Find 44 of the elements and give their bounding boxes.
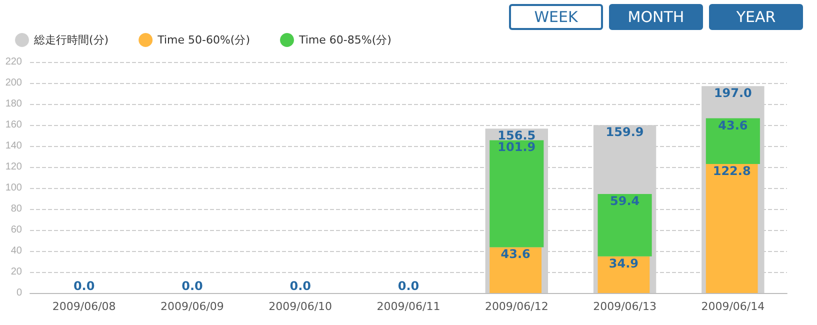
y-tick-label: 100: [5, 182, 22, 194]
data-label: 34.9: [608, 256, 639, 270]
y-tick-label: 80: [10, 204, 22, 214]
y-tick-label: 220: [5, 56, 22, 68]
text: YEAR: [709, 4, 803, 30]
data-label: 0.0: [290, 279, 311, 293]
data-label: 156.5: [498, 128, 536, 143]
bar: [598, 194, 652, 256]
x-tick-label: 2009/06/08: [52, 300, 116, 313]
y-tick-label: 40: [10, 246, 22, 256]
data-label: 101.9: [498, 140, 536, 154]
y-tick-label: 200: [5, 78, 22, 88]
y-tick-label: 60: [10, 224, 22, 236]
data-label: 122.8: [712, 164, 751, 178]
data-label: 59.4: [610, 194, 640, 208]
x-tick-label: 2009/06/12: [484, 300, 548, 313]
x-tick-label: 2009/06/14: [701, 300, 765, 313]
legend-label: Time 60-85%(分): [298, 34, 392, 46]
bar: [706, 118, 760, 164]
y-tick-label: 180: [5, 98, 22, 110]
data-label: 159.9: [606, 125, 644, 140]
data-label: 197.0: [714, 86, 752, 100]
bar: [490, 247, 542, 293]
legend-label: Time 50-60%(分): [156, 34, 250, 46]
y-tick-label: 140: [5, 140, 22, 152]
data-label: 0.0: [398, 279, 420, 293]
data-label: 43.6: [500, 247, 530, 262]
y-tick-label: 20: [10, 266, 22, 278]
text: WEEK: [509, 4, 603, 30]
y-tick-label: 160: [5, 120, 22, 130]
data-label: 0.0: [182, 279, 203, 293]
data-label: 43.6: [718, 118, 748, 132]
legend-label: 総走行時間(分): [33, 34, 109, 46]
x-tick-label: 2009/06/11: [376, 300, 440, 313]
data-label: 0.0: [73, 279, 95, 293]
y-tick-label: 120: [5, 162, 22, 172]
bar: [490, 140, 544, 248]
x-tick-label: 2009/06/10: [268, 300, 332, 313]
x-tick-label: 2009/06/13: [593, 300, 656, 313]
bar: [598, 256, 650, 293]
y-tick-label: 0: [16, 288, 22, 298]
bar: [706, 164, 758, 293]
text: MONTH: [609, 4, 703, 30]
x-tick-label: 2009/06/09: [160, 300, 224, 313]
